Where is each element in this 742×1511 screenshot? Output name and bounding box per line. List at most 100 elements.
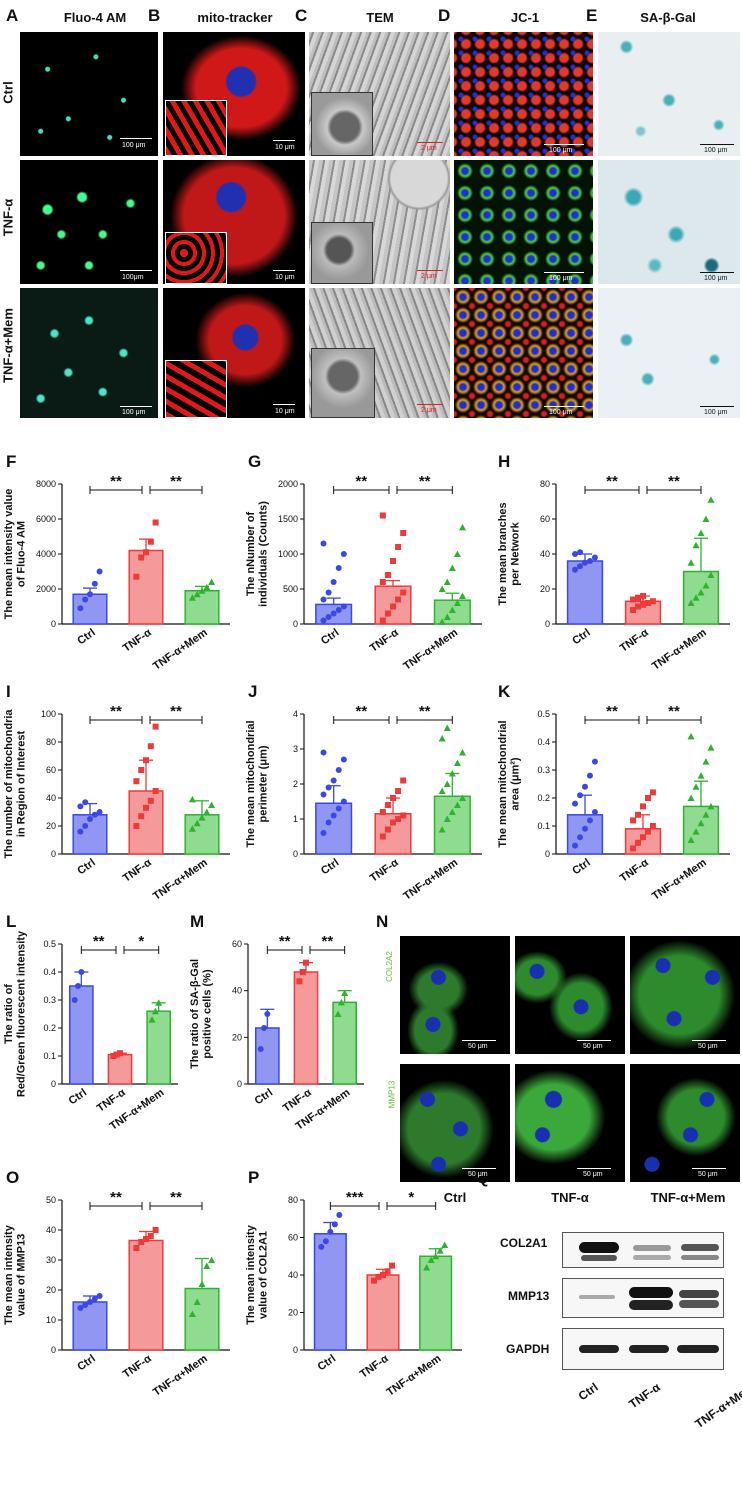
- chart-x-label: TNF-α: [618, 856, 651, 884]
- chart-bar: [128, 549, 164, 625]
- chart-point: [325, 819, 332, 826]
- chart-point: [379, 512, 386, 519]
- chart-y-tick-label: 40: [540, 549, 550, 559]
- chart-point: [96, 809, 103, 815]
- chart-y-tick-label: 20: [46, 821, 56, 831]
- chart-point: [687, 794, 695, 801]
- chart-point: [77, 803, 84, 810]
- column-title-mitotracker: mito-tracker: [197, 10, 273, 25]
- panel-letter-i: I: [6, 682, 11, 701]
- chart-point: [299, 969, 306, 975]
- chart-bar: [107, 1053, 133, 1085]
- chart-sig-label: **: [279, 933, 291, 950]
- chart-point: [702, 582, 710, 589]
- chart-point: [384, 610, 391, 617]
- chart-point: [331, 1221, 338, 1228]
- panel-letter-j: J: [248, 682, 258, 701]
- chart-point: [453, 599, 461, 606]
- chart-y-tick-label: 8000: [36, 479, 56, 489]
- chart-y-tick-label: 0: [51, 1345, 56, 1355]
- chart-x-label: TNF-α: [358, 1352, 391, 1380]
- chart-point: [384, 1268, 391, 1275]
- chart-point: [630, 845, 637, 852]
- chart-point: [687, 599, 695, 606]
- chart-x-label: Ctrl: [75, 1353, 97, 1374]
- chart-point: [113, 1051, 120, 1058]
- chart-bar: [682, 570, 720, 625]
- chart-bar: [313, 1233, 347, 1351]
- column-title-fluo4: Fluo-4 AM: [63, 10, 127, 25]
- chart-point: [147, 1233, 154, 1239]
- chart-point: [577, 834, 584, 841]
- chart-point: [395, 544, 402, 550]
- chart-point: [692, 541, 700, 549]
- chart-point: [697, 772, 705, 779]
- wb-label-gapdh: GAPDH: [506, 1342, 550, 1356]
- panel-letter-o: O: [6, 1168, 20, 1187]
- chart-y-tick-label: 40: [46, 793, 56, 803]
- chart-point: [110, 1053, 117, 1059]
- chart-ylabel: The mean intensityvalue of COL2A1: [245, 1224, 270, 1325]
- chart-sig-label: **: [170, 703, 182, 720]
- chart-i: The number of mitochondriain Region of I…: [3, 703, 230, 903]
- chart-y-tick-label: 0.3: [537, 765, 550, 775]
- chart-point: [188, 1310, 196, 1317]
- chart-point: [432, 1252, 440, 1260]
- chart-point: [577, 792, 584, 799]
- chart-point: [577, 549, 584, 556]
- chart-point: [438, 585, 446, 592]
- chart-point: [138, 813, 145, 820]
- chart-y-tick-label: 20: [540, 584, 550, 594]
- chart-point: [335, 805, 342, 812]
- chart-ylabel: The ratio ofRed/Green fluorescent intens…: [3, 930, 28, 1097]
- chart-point: [630, 596, 637, 603]
- chart-point: [697, 529, 705, 536]
- chart-sig-label: ***: [346, 1189, 364, 1206]
- chart-m: The ratio of SA-β-Galpositive cells (%) 0…: [189, 933, 364, 1133]
- chart-x-label: TNF-α: [368, 856, 401, 884]
- chart-y-tick-label: 80: [46, 737, 56, 747]
- chart-point: [91, 580, 98, 587]
- chart-point: [644, 600, 651, 606]
- panel-letter-m: M: [190, 912, 205, 931]
- chart-point: [687, 836, 695, 843]
- sabgal-ctrl-image: 100 μm: [598, 32, 740, 156]
- chart-x-label: TNF-α+Mem: [151, 627, 210, 673]
- chart-y-tick-label: 4: [293, 709, 298, 719]
- chart-bar: [366, 1274, 400, 1351]
- chart-bar: [128, 790, 164, 855]
- mitotracker-tnf-image: 10 μm: [163, 160, 305, 284]
- chart-point: [448, 770, 456, 777]
- panel-n-row-col2a2: COL2A2: [384, 951, 394, 982]
- chart-bar: [184, 814, 220, 855]
- chart-y-tick-label: 0: [293, 1345, 298, 1355]
- chart-y-tick-label: 0: [293, 619, 298, 629]
- panel-letter-k: K: [498, 682, 511, 701]
- column-title-sabgal: SA-β-Gal: [640, 10, 696, 25]
- chart-point: [152, 788, 159, 794]
- chart-point: [400, 812, 407, 819]
- chart-bar: [293, 971, 319, 1085]
- jc1-tnf-image: 100 μm: [454, 160, 593, 284]
- chart-x-label: TNF-α: [95, 1086, 128, 1114]
- chart-point: [147, 797, 154, 804]
- tem-tnf-image: 2 μm: [309, 160, 450, 284]
- chart-point: [327, 1228, 334, 1235]
- chart-x-label: TNF-α+Mem: [151, 1353, 210, 1399]
- chart-sig-label: **: [170, 1189, 182, 1206]
- chart-point: [335, 767, 342, 773]
- chart-point: [71, 997, 78, 1003]
- chart-point: [77, 605, 84, 612]
- row-label-ctrl: Ctrl: [0, 81, 16, 104]
- chart-point: [138, 1239, 145, 1245]
- chart-point: [322, 1238, 329, 1245]
- chart-y-tick-label: 1500: [278, 514, 298, 524]
- chart-point: [138, 767, 145, 773]
- column-title-jc1: JC-1: [510, 10, 540, 25]
- chart-y-tick-label: 0.4: [43, 967, 56, 977]
- chart-point: [77, 1305, 84, 1311]
- chart-point: [649, 789, 656, 796]
- chart-point: [133, 778, 140, 785]
- chart-x-label: Ctrl: [570, 627, 592, 648]
- chart-point: [395, 596, 402, 603]
